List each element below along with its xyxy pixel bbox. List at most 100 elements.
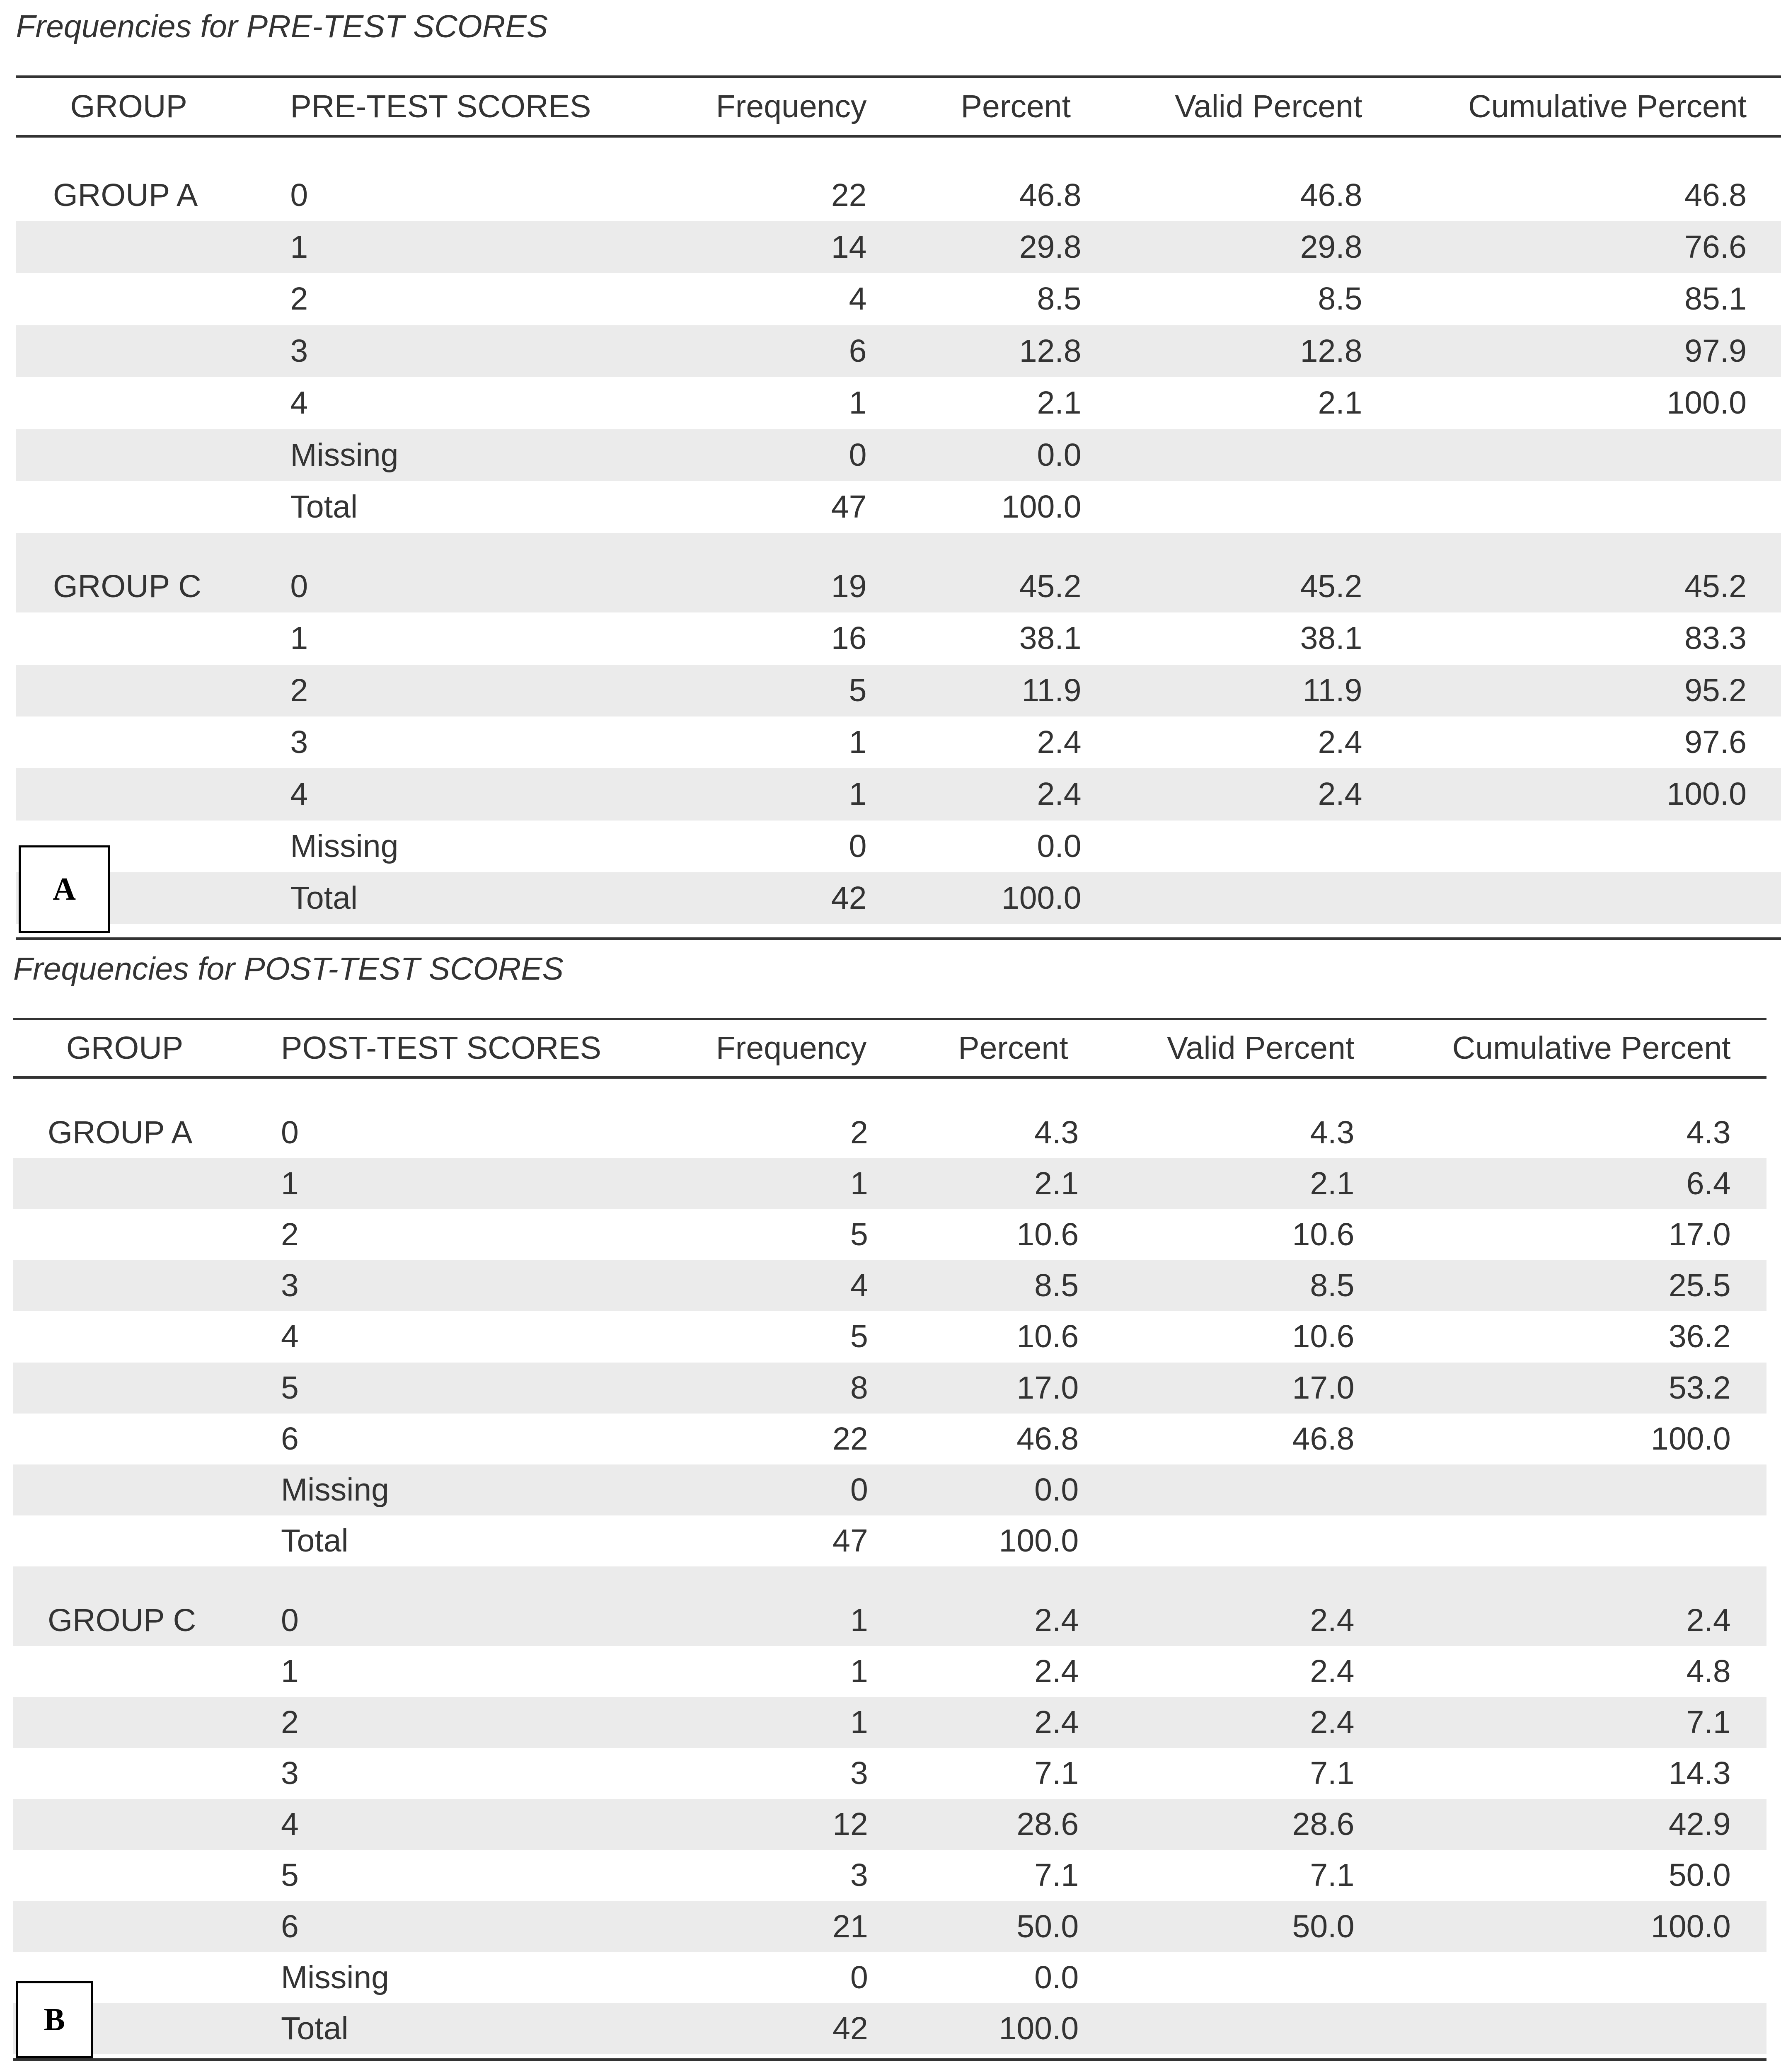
table-row: GROUP C 0 1 2.4 2.4 2.4 — [13, 1566, 1766, 1646]
percent-cell: 2.1 — [1034, 1166, 1079, 1202]
table-row: 1 1 2.4 2.4 4.8 — [13, 1646, 1766, 1697]
frequency-cell: 22 — [832, 1421, 868, 1457]
table-row: 2 4 8.5 8.5 85.1 — [16, 273, 1781, 325]
percent-cell: 50.0 — [1016, 1908, 1079, 1944]
cumulative-percent-cell: 25.5 — [1668, 1268, 1731, 1304]
header-bottom-rule — [16, 135, 1781, 138]
percent-cell: 11.9 — [1021, 672, 1082, 708]
frequency-cell: 3 — [850, 1755, 868, 1791]
valid-percent-cell: 10.6 — [1292, 1319, 1355, 1355]
valid-percent-cell: 50.0 — [1292, 1908, 1355, 1944]
table-row: Total 47 100.0 — [13, 1515, 1766, 1566]
cumulative-percent-cell: 100.0 — [1667, 385, 1747, 421]
header-top-rule — [13, 1018, 1766, 1021]
header-valid-percent: Valid Percent — [1167, 1030, 1355, 1066]
table-row: Total 47 100.0 — [16, 481, 1781, 533]
valid-percent-cell: 46.8 — [1300, 177, 1362, 213]
cumulative-percent-cell: 17.0 — [1668, 1217, 1731, 1253]
cumulative-percent-cell: 97.9 — [1684, 333, 1747, 369]
frequency-cell: 4 — [850, 1268, 868, 1304]
valid-percent-cell: 29.8 — [1300, 229, 1362, 265]
score-cell: 1 — [281, 1166, 299, 1202]
score-cell: 5 — [281, 1370, 299, 1406]
header-scores: POST-TEST SCORES — [281, 1030, 602, 1066]
header-valid-percent: Valid Percent — [1175, 88, 1362, 124]
cumulative-percent-cell: 100.0 — [1651, 1908, 1731, 1944]
valid-percent-cell: 8.5 — [1310, 1268, 1355, 1304]
percent-cell: 46.8 — [1016, 1421, 1079, 1457]
frequency-cell: 5 — [850, 1319, 868, 1355]
valid-percent-cell: 11.9 — [1302, 672, 1362, 708]
percent-cell: 45.2 — [1019, 568, 1082, 604]
score-cell: 1 — [290, 229, 308, 265]
table-row: 2 1 2.4 2.4 7.1 — [13, 1697, 1766, 1748]
percent-cell: 2.4 — [1034, 1653, 1079, 1689]
valid-percent-cell: 12.8 — [1300, 333, 1362, 369]
table-row: 5 3 7.1 7.1 50.0 — [13, 1850, 1766, 1901]
score-cell: Missing — [281, 1959, 390, 1995]
group-cell: GROUP A — [53, 177, 198, 213]
table-row: Total 42 100.0 — [16, 872, 1781, 925]
valid-percent-cell: 10.6 — [1292, 1217, 1355, 1253]
cumulative-percent-cell: 83.3 — [1684, 620, 1747, 656]
score-cell: Total — [281, 1523, 348, 1559]
table-title: Frequencies for POST-TEST SCORES — [13, 951, 564, 987]
table-row: 4 1 2.4 2.4 100.0 — [16, 768, 1781, 821]
percent-cell: 12.8 — [1019, 333, 1082, 369]
group-cell: GROUP C — [48, 1602, 196, 1638]
frequency-cell: 1 — [850, 1166, 868, 1202]
percent-cell: 100.0 — [1001, 880, 1082, 916]
table-row: 1 14 29.8 29.8 76.6 — [16, 221, 1781, 274]
cumulative-percent-cell: 4.8 — [1686, 1653, 1731, 1689]
frequency-cell: 6 — [849, 333, 867, 369]
table-row: 3 4 8.5 8.5 25.5 — [13, 1260, 1766, 1312]
table-row: GROUP C 0 19 45.2 45.2 45.2 — [16, 533, 1781, 613]
percent-cell: 10.6 — [1016, 1319, 1079, 1355]
percent-cell: 46.8 — [1019, 177, 1082, 213]
cumulative-percent-cell: 45.2 — [1684, 568, 1747, 604]
percent-cell: 2.4 — [1034, 1704, 1079, 1740]
cumulative-percent-cell: 46.8 — [1684, 177, 1747, 213]
header-percent: Percent — [961, 88, 1071, 124]
percent-cell: 0.0 — [1037, 828, 1082, 864]
valid-percent-cell: 4.3 — [1310, 1114, 1355, 1150]
table-bottom-rule — [13, 2058, 1766, 2061]
table-row: Missing 0 0.0 — [16, 429, 1781, 481]
score-cell: 1 — [290, 620, 308, 656]
percent-cell: 100.0 — [999, 1523, 1079, 1559]
score-cell: 2 — [290, 672, 308, 708]
valid-percent-cell: 2.4 — [1310, 1602, 1355, 1638]
valid-percent-cell: 17.0 — [1292, 1370, 1355, 1406]
table-row: 6 21 50.0 50.0 100.0 — [13, 1901, 1766, 1952]
percent-cell: 0.0 — [1037, 437, 1082, 473]
score-cell: 4 — [281, 1806, 299, 1842]
header-cumulative-percent: Cumulative Percent — [1468, 88, 1747, 124]
valid-percent-cell: 45.2 — [1300, 568, 1362, 604]
valid-percent-cell: 2.1 — [1318, 385, 1362, 421]
cumulative-percent-cell: 7.1 — [1686, 1704, 1731, 1740]
table-row: 4 5 10.6 10.6 36.2 — [13, 1311, 1766, 1362]
cumulative-percent-cell: 50.0 — [1668, 1857, 1731, 1893]
table-row: 2 5 11.9 11.9 95.2 — [16, 664, 1781, 716]
frequency-cell: 21 — [832, 1908, 868, 1944]
frequency-cell: 22 — [831, 177, 867, 213]
table-row: Missing 0 0.0 — [16, 821, 1781, 872]
cumulative-percent-cell: 76.6 — [1684, 229, 1747, 265]
cumulative-percent-cell: 85.1 — [1684, 281, 1747, 317]
frequency-cell: 1 — [850, 1602, 868, 1638]
frequency-cell: 0 — [850, 1472, 868, 1508]
cumulative-percent-cell: 4.3 — [1686, 1114, 1731, 1150]
frequency-cell: 42 — [831, 880, 867, 916]
table-row: GROUP A 0 22 46.8 46.8 46.8 — [16, 138, 1781, 222]
frequency-cell: 0 — [849, 828, 867, 864]
header-percent: Percent — [958, 1030, 1068, 1066]
header-bottom-rule — [13, 1076, 1766, 1079]
frequency-cell: 1 — [849, 724, 867, 760]
cumulative-percent-cell: 97.6 — [1684, 724, 1747, 760]
percent-cell: 0.0 — [1034, 1959, 1079, 1995]
percent-cell: 29.8 — [1019, 229, 1082, 265]
score-cell: 3 — [290, 333, 308, 369]
valid-percent-cell: 8.5 — [1318, 281, 1362, 317]
frequency-cell: 8 — [850, 1370, 868, 1406]
percent-cell: 7.1 — [1034, 1755, 1079, 1791]
